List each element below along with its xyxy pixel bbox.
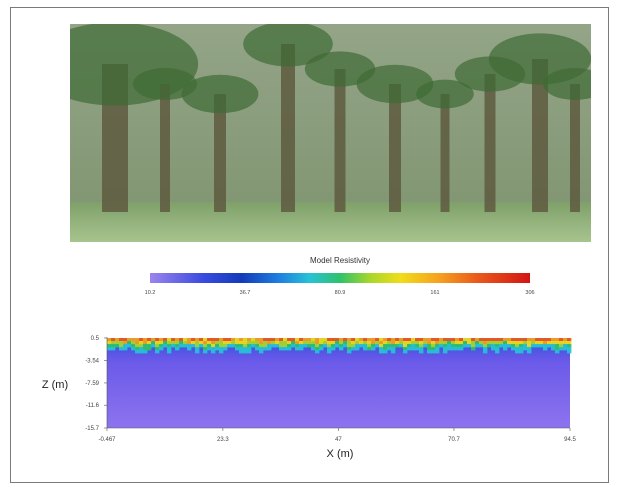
plantation-photo <box>70 24 591 242</box>
palm-trunk <box>281 44 295 212</box>
palm-trunk <box>532 59 548 212</box>
palm-trunk <box>334 69 346 212</box>
colorbar-tick: 80.9 <box>334 290 346 296</box>
colorbar-title: Model Resistivity <box>309 256 370 265</box>
palm-trunk <box>570 84 580 212</box>
colorbar-ticks: 10.2 36.7 80.9 161 306 <box>145 290 535 300</box>
palm-fronds <box>304 51 376 87</box>
palm-trunk <box>214 94 226 212</box>
palm-fronds <box>243 24 333 67</box>
palm-fronds <box>543 68 591 100</box>
colorbar-tick: 10.2 <box>144 290 156 296</box>
palm-fronds <box>416 79 474 109</box>
palm-trunk <box>440 94 450 212</box>
colorbar-tick: 36.7 <box>239 290 251 296</box>
palm-fronds <box>356 64 434 104</box>
palm-fronds <box>181 74 259 114</box>
colorbar-tick: 161 <box>430 290 440 296</box>
palm-trunk <box>484 74 496 212</box>
palm-trunk <box>160 84 170 212</box>
palm-fronds <box>133 68 197 100</box>
colorbar-tick: 306 <box>525 290 535 296</box>
palm-trunk <box>389 84 401 212</box>
palm-tree-photo-image <box>70 24 591 242</box>
colorbar-gradient <box>150 273 530 283</box>
